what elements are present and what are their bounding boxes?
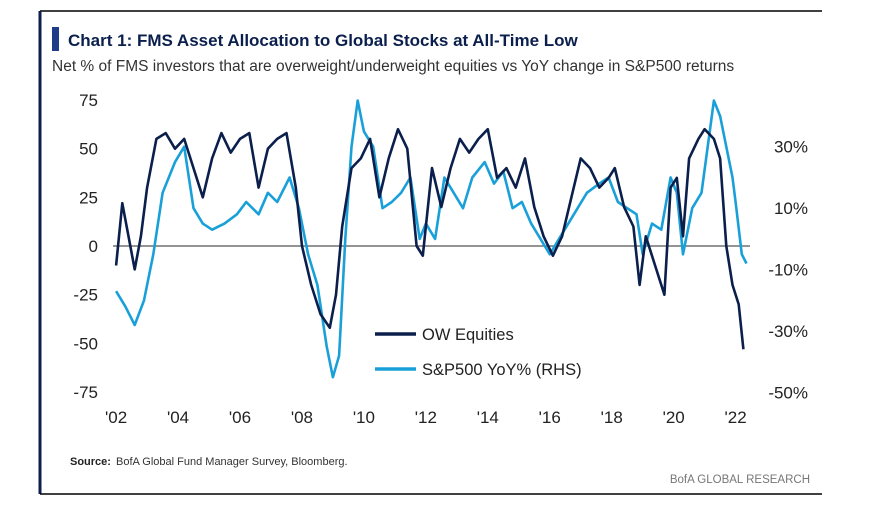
x-tick-label: '12 xyxy=(415,408,437,427)
title-marker xyxy=(52,27,59,51)
source-label: Source: xyxy=(70,456,111,468)
x-tick-label: '14 xyxy=(477,408,499,427)
y-tick-label: -25 xyxy=(73,286,98,305)
legend-label: S&P500 YoY% (RHS) xyxy=(422,361,582,379)
x-tick-label: '20 xyxy=(663,408,685,427)
y2-tick-label: 30% xyxy=(774,138,808,157)
x-tick-label: '16 xyxy=(539,408,561,427)
chart-subtitle: Net % of FMS investors that are overweig… xyxy=(52,58,734,75)
y-tick-label: 0 xyxy=(89,237,98,256)
source: BofA Global Fund Manager Survey, Bloombe… xyxy=(116,456,348,468)
series-line xyxy=(114,99,748,379)
y2-tick-label: -50% xyxy=(768,384,808,403)
y-tick-label: -50 xyxy=(73,334,98,353)
y2-tick-label: -10% xyxy=(768,261,808,280)
y-tick-label: 25 xyxy=(79,188,98,207)
y2-tick-label: -30% xyxy=(768,322,808,341)
series-line xyxy=(114,127,745,350)
x-tick-label: '08 xyxy=(291,408,313,427)
x-tick-label: '06 xyxy=(229,408,251,427)
x-tick-label: '18 xyxy=(601,408,623,427)
chart-title: Chart 1: FMS Asset Allocation to Global … xyxy=(68,31,579,50)
legend-label: OW Equities xyxy=(422,326,514,344)
x-tick-label: '10 xyxy=(353,408,375,427)
y-tick-label: 75 xyxy=(79,91,98,110)
y-tick-label: -75 xyxy=(73,383,98,402)
credit: BofA GLOBAL RESEARCH xyxy=(670,474,810,486)
x-tick-label: '04 xyxy=(167,408,189,427)
x-tick-label: '22 xyxy=(725,408,747,427)
y-tick-label: 50 xyxy=(79,140,98,159)
y2-tick-label: 10% xyxy=(774,199,808,218)
x-tick-label: '02 xyxy=(105,408,127,427)
